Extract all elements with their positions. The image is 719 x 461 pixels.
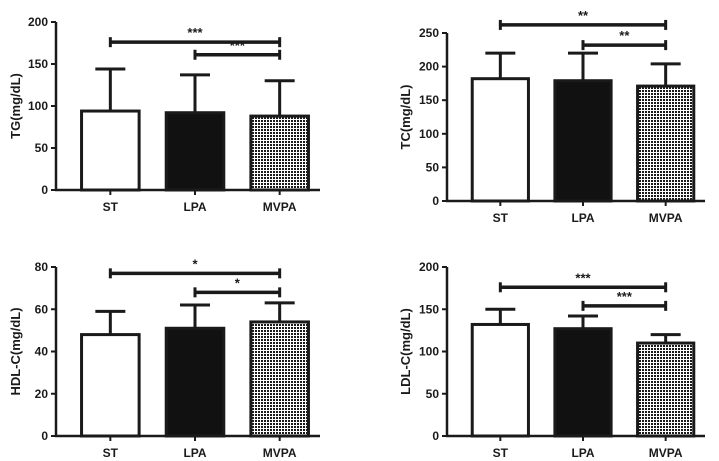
- sig-label: ***: [575, 270, 591, 285]
- bar-lpa: [553, 327, 613, 438]
- bar-lpa: [164, 111, 226, 192]
- x-tick-label-lpa: LPA: [183, 200, 206, 214]
- sig-label: *: [192, 256, 198, 271]
- y-tick-label: 100: [419, 127, 439, 141]
- bar-mvpa: [636, 341, 696, 438]
- y-tick-label: 100: [419, 345, 439, 359]
- sig-label: **: [619, 28, 630, 43]
- bar-lpa: [553, 79, 613, 203]
- x-tick-label-st: ST: [103, 200, 119, 214]
- chart-tg: 0 50 100 150 200 ST LPA MVPA TG(mg/dL) *** ***: [8, 15, 320, 214]
- bar-st: [470, 322, 530, 438]
- x-tick-label-st: ST: [493, 211, 509, 225]
- y-tick-label: 150: [419, 302, 439, 316]
- sig-label: *: [235, 275, 241, 290]
- y-axis-label: HDL-C(mg/dL): [8, 307, 23, 395]
- x-tick-label-lpa: LPA: [571, 446, 594, 460]
- bar-st: [80, 109, 141, 192]
- y-tick-label: 50: [426, 160, 440, 174]
- y-tick-label: 200: [419, 260, 439, 274]
- y-tick-label: 80: [35, 260, 49, 274]
- y-tick-label: 20: [35, 387, 49, 401]
- bar-mvpa: [249, 114, 310, 192]
- y-tick-label: 40: [35, 345, 49, 359]
- y-axis-label: TG(mg/dL): [8, 73, 23, 139]
- bar-lpa: [164, 326, 226, 438]
- x-tick-label-mvpa: MVPA: [649, 211, 683, 225]
- y-tick-label: 0: [432, 429, 439, 443]
- y-tick-label: 250: [419, 26, 439, 40]
- x-tick-label-lpa: LPA: [571, 211, 594, 225]
- y-tick-label: 0: [41, 429, 48, 443]
- y-tick-label: 200: [419, 60, 439, 74]
- x-tick-label-lpa: LPA: [183, 446, 206, 460]
- sig-label: **: [578, 8, 589, 23]
- sig-label: ***: [230, 38, 246, 53]
- x-tick-label-mvpa: MVPA: [263, 446, 297, 460]
- chart-tc: 0 50 100 150 200 250 ST LPA MVPA TC(mg/dL) ** **: [398, 8, 705, 225]
- sig-label: ***: [187, 25, 203, 40]
- y-axis-label: TC(mg/dL): [398, 85, 413, 150]
- y-axis-label: LDL-C(mg/dL): [398, 308, 413, 395]
- y-tick-label: 150: [28, 57, 48, 71]
- bar-mvpa: [249, 320, 310, 438]
- chart-hdl: 0 20 40 60 80 ST LPA MVPA HDL-C(mg/dL) * *: [8, 256, 320, 460]
- y-tick-label: 100: [28, 99, 48, 113]
- bar-st: [470, 77, 530, 203]
- y-tick-label: 60: [35, 302, 49, 316]
- chart-ldl: 0 50 100 150 200 ST LPA MVPA LDL-C(mg/dL) *** ***: [398, 260, 705, 460]
- y-tick-label: 0: [432, 194, 439, 208]
- sig-label: ***: [617, 289, 633, 304]
- x-tick-label-mvpa: MVPA: [263, 200, 297, 214]
- y-tick-label: 50: [35, 141, 49, 155]
- y-tick-label: 0: [41, 183, 48, 197]
- y-tick-label: 200: [28, 15, 48, 29]
- y-tick-label: 50: [426, 387, 440, 401]
- x-tick-label-st: ST: [103, 446, 119, 460]
- x-tick-label-mvpa: MVPA: [649, 446, 683, 460]
- bar-mvpa: [636, 84, 696, 203]
- bar-st: [80, 333, 141, 438]
- y-tick-label: 150: [419, 93, 439, 107]
- x-tick-label-st: ST: [493, 446, 509, 460]
